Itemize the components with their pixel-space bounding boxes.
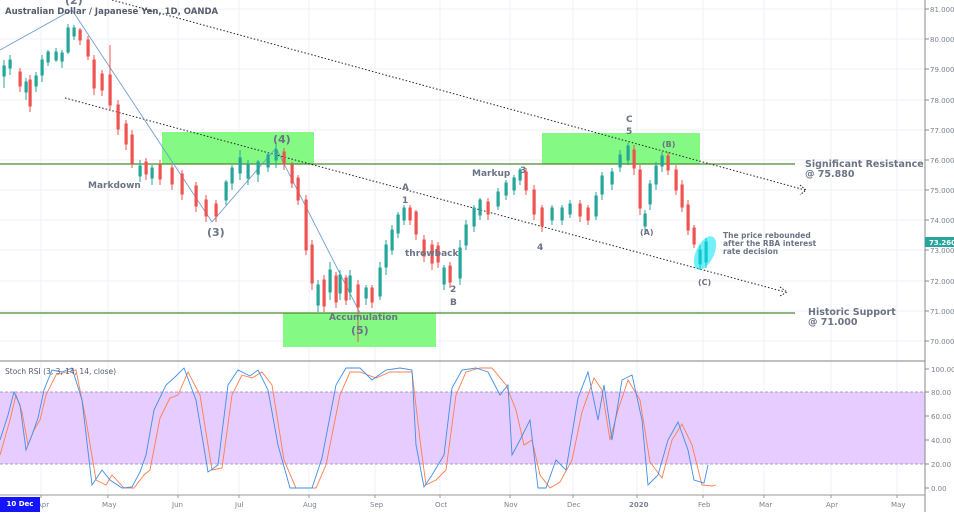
rebound-highlight[interactable] bbox=[689, 233, 721, 273]
stoch-d-line bbox=[0, 367, 717, 489]
resistance-value: @ 75.880 bbox=[805, 169, 855, 180]
price-tick: 80.000 bbox=[930, 36, 954, 44]
current-price-badge bbox=[925, 237, 954, 247]
chart-canvas[interactable]: Australian Dollar / Japanese Yen, 1D, OA… bbox=[0, 0, 954, 512]
note-line-2: after the RBA interest bbox=[723, 239, 817, 248]
wave-path bbox=[0, 9, 361, 314]
stoch-tick: 40.00 bbox=[931, 437, 951, 445]
price-tick: 74.000 bbox=[930, 217, 954, 225]
price-tick: 76.000 bbox=[930, 157, 954, 165]
stoch-k-line bbox=[0, 367, 709, 489]
wave-2-label: (2) bbox=[65, 0, 83, 7]
wave-A-label: A bbox=[402, 183, 409, 193]
arrow-head-lower bbox=[779, 286, 788, 297]
wave-5-label: (5) bbox=[351, 324, 369, 337]
markdown-label: Markdown bbox=[88, 181, 141, 191]
accumulation-label: Accumulation bbox=[329, 313, 398, 323]
time-tick: Nov bbox=[504, 501, 518, 509]
wave-4-sub-label: 4 bbox=[537, 243, 543, 253]
stoch-band bbox=[0, 392, 925, 464]
resistance-zone-left[interactable] bbox=[162, 132, 314, 164]
wave-C-label: C bbox=[626, 115, 633, 125]
wave-3-sub-label: 3 bbox=[520, 166, 526, 176]
stoch-tick: 20.00 bbox=[931, 461, 951, 469]
indicator-label[interactable]: Stoch RSI (3, 3, 14, 14, close) bbox=[5, 367, 116, 376]
chart-title: Australian Dollar / Japanese Yen, 1D, OA… bbox=[5, 7, 219, 17]
resistance-label: Significant Resistance bbox=[805, 159, 924, 170]
cursor-date-badge: 10 Dec '18 bbox=[0, 497, 40, 523]
price-tick: 73.000 bbox=[930, 247, 954, 255]
time-tick: Mar bbox=[759, 501, 772, 509]
time-tick: May bbox=[102, 501, 116, 509]
stoch-tick: 100.00 bbox=[931, 366, 954, 374]
wave-5-sub-label: 5 bbox=[626, 127, 632, 137]
wave-1-label: 1 bbox=[402, 196, 408, 206]
current-price-value: 73.260 bbox=[929, 239, 954, 247]
accumulation-zone[interactable] bbox=[283, 313, 436, 347]
time-tick: Dec bbox=[567, 501, 581, 509]
price-tick: 70.000 bbox=[930, 338, 954, 346]
price-tick: 72.000 bbox=[930, 278, 954, 286]
time-tick: May bbox=[891, 501, 905, 509]
throwback-label: throwback bbox=[405, 249, 459, 259]
price-tick: 77.000 bbox=[930, 127, 954, 135]
price-tick: 78.000 bbox=[930, 97, 954, 105]
stoch-tick: 60.00 bbox=[931, 413, 951, 421]
price-tick: 79.000 bbox=[930, 66, 954, 74]
time-tick: Apr bbox=[826, 501, 838, 509]
time-tick: Apr bbox=[37, 501, 49, 509]
price-tick: 75.000 bbox=[930, 187, 954, 195]
time-tick: Aug bbox=[303, 501, 317, 509]
time-tick-year: 2020 bbox=[629, 501, 649, 509]
price-axis-ticks bbox=[925, 8, 929, 342]
time-tick: Jun bbox=[171, 501, 183, 509]
time-tick: Sep bbox=[370, 501, 384, 509]
trend-channel bbox=[64, 0, 806, 293]
time-tick: Feb bbox=[698, 501, 711, 509]
wave-paren-C-label: (C) bbox=[698, 278, 711, 287]
wave-paren-B-label: (B) bbox=[662, 140, 675, 149]
wave-2-sub-label: 2 bbox=[450, 285, 456, 295]
time-tick: Oct bbox=[435, 501, 447, 509]
note-line-3: rate decision bbox=[723, 247, 778, 256]
support-value: @ 71.000 bbox=[808, 317, 858, 328]
arrow-head-upper bbox=[799, 184, 807, 196]
wave-3-label: (3) bbox=[207, 226, 225, 239]
stoch-tick: 0.00 bbox=[931, 485, 947, 493]
price-tick: 71.000 bbox=[930, 308, 954, 316]
markup-label: Markup bbox=[472, 169, 511, 179]
wave-B-label: B bbox=[450, 298, 457, 308]
support-label: Historic Support bbox=[808, 307, 896, 318]
wave-paren-A-label: (A) bbox=[640, 228, 654, 237]
stoch-tick: 80.00 bbox=[931, 389, 951, 397]
wave-4-label: (4) bbox=[273, 133, 291, 146]
note-line-1: The price rebounded bbox=[723, 231, 811, 240]
time-tick: Jul bbox=[234, 501, 244, 509]
candles bbox=[2, 24, 708, 342]
price-tick: 81.000 bbox=[930, 6, 954, 14]
